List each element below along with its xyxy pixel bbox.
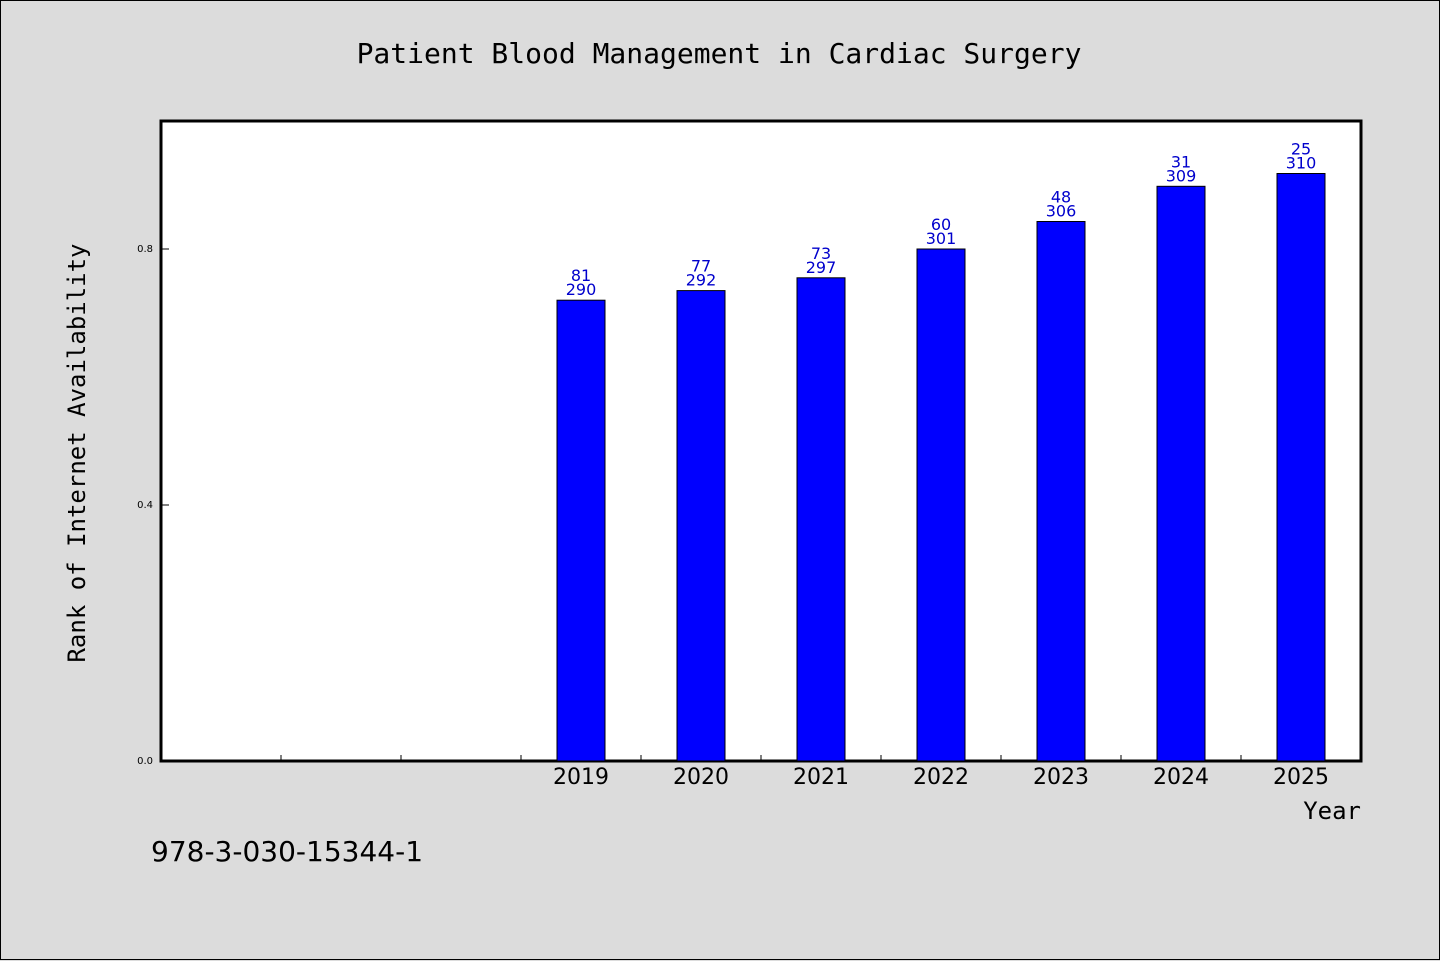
bar-label-bottom: 290 xyxy=(566,280,597,299)
bar-label-bottom: 306 xyxy=(1046,202,1077,221)
bar xyxy=(916,248,966,762)
bar xyxy=(676,290,726,762)
bar-label-top: 25 xyxy=(1291,140,1311,159)
x-tick-label: 2020 xyxy=(673,765,729,790)
bar-label-top: 48 xyxy=(1051,188,1071,207)
y-tick-label: 0.8 xyxy=(137,244,153,255)
x-tick-label: 2025 xyxy=(1273,765,1329,790)
bar xyxy=(1036,221,1086,762)
x-tick-label: 2021 xyxy=(793,765,849,790)
bar-label-bottom: 301 xyxy=(926,229,957,248)
x-tick-label: 2024 xyxy=(1153,765,1209,790)
y-tick-label: 0.4 xyxy=(137,500,153,511)
x-tick-label: 2019 xyxy=(553,765,609,790)
bar xyxy=(796,277,846,762)
bar-label-bottom: 309 xyxy=(1166,166,1197,185)
bar xyxy=(1276,173,1326,762)
bar-label-top: 31 xyxy=(1171,152,1191,171)
bar-label-top: 73 xyxy=(811,244,831,263)
footnote: 978-3-030-15344-1 xyxy=(151,835,424,868)
y-axis-label: Rank of Internet Availability xyxy=(63,243,91,662)
x-axis-label: Year xyxy=(1303,797,1361,825)
bar-label-bottom: 310 xyxy=(1286,154,1317,173)
bar-label-bottom: 292 xyxy=(686,271,717,290)
bar-label-top: 60 xyxy=(931,215,951,234)
y-tick-label: 0.0 xyxy=(137,756,153,767)
bar xyxy=(1156,185,1206,762)
bar-label-top: 81 xyxy=(571,266,591,285)
bar-label-top: 77 xyxy=(691,257,711,276)
chart-title: Patient Blood Management in Cardiac Surg… xyxy=(357,37,1082,70)
ticks-layer: 2019 2020 2021 2022 2023 2024 2025 0.0 0.4 0.8 xyxy=(137,244,1329,790)
x-tick-label: 2023 xyxy=(1033,765,1089,790)
bar xyxy=(556,299,606,762)
x-tick-label: 2022 xyxy=(913,765,969,790)
bar-label-bottom: 297 xyxy=(806,258,837,277)
